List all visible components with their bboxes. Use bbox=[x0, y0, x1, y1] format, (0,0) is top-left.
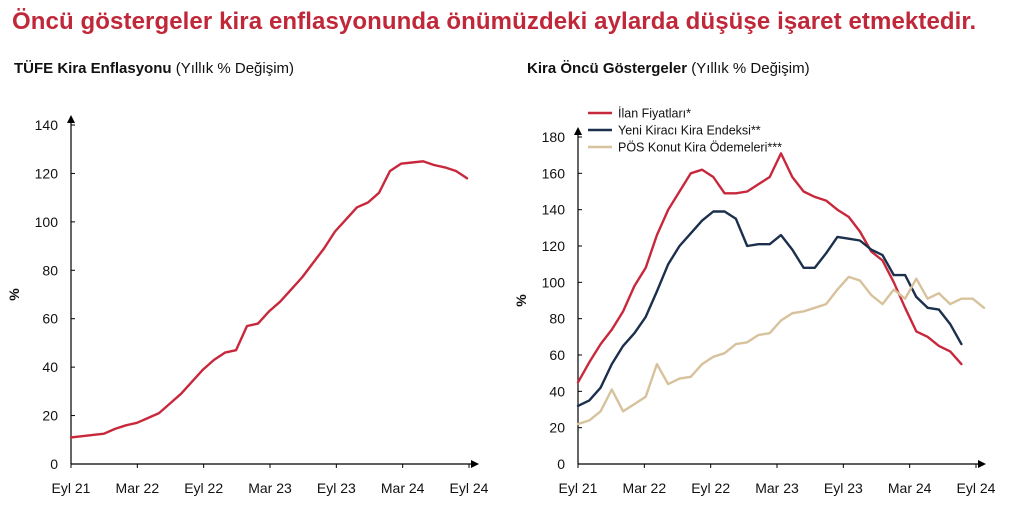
chart2-y-tick-label: 120 bbox=[542, 238, 566, 254]
chart1-x-tick-label: Mar 22 bbox=[116, 480, 160, 496]
chart1-title: TÜFE Kira Enflasyonu (Yıllık % Değişim) bbox=[14, 60, 294, 77]
chart1-x-tick-label: Eyl 24 bbox=[450, 480, 489, 496]
chart2-x-tick-label: Eyl 21 bbox=[559, 480, 598, 496]
chart2-x-tick-label: Eyl 24 bbox=[957, 480, 996, 496]
chart2-y-tick-label: 180 bbox=[542, 129, 566, 145]
chart1-x-tick-label: Eyl 21 bbox=[52, 480, 91, 496]
chart1-title-bold: TÜFE Kira Enflasyonu bbox=[14, 60, 172, 77]
chart1-x-tick-label: Eyl 22 bbox=[184, 480, 223, 496]
chart1-y-tick-label: 140 bbox=[35, 117, 59, 133]
chart1-y-tick-label: 20 bbox=[42, 408, 58, 424]
chart2-x-axis-arrow bbox=[978, 460, 986, 468]
chart2-legend-label: PÖS Konut Kira Ödemeleri*** bbox=[618, 141, 782, 155]
page-headline: Öncü göstergeler kira enflasyonunda önüm… bbox=[12, 8, 977, 35]
chart2-legend-label: İlan Fiyatları* bbox=[618, 107, 691, 121]
chart2-y-tick-label: 80 bbox=[549, 311, 565, 327]
chart2-x-tick-label: Mar 23 bbox=[755, 480, 799, 496]
chart2-title: Kira Öncü Göstergeler (Yıllık % Değişim) bbox=[527, 60, 810, 77]
chart1-x-axis-arrow bbox=[471, 460, 479, 468]
chart2-y-tick-label: 100 bbox=[542, 274, 566, 290]
chart2-series-line-1 bbox=[576, 210, 963, 408]
chart2-series-line-2 bbox=[576, 275, 986, 426]
chart2-y-axis-label: % bbox=[513, 294, 529, 307]
chart1-y-tick-label: 80 bbox=[42, 262, 58, 278]
chart2-x-tick-label: Eyl 23 bbox=[824, 480, 863, 496]
chart1-y-tick-label: 0 bbox=[50, 456, 58, 472]
chart1-y-tick-label: 40 bbox=[42, 359, 58, 375]
chart1-series-line-0 bbox=[69, 160, 469, 439]
chart2-y-tick-label: 0 bbox=[557, 456, 565, 472]
chart1-y-axis-arrow bbox=[67, 115, 75, 123]
chart2-y-tick-label: 160 bbox=[542, 165, 566, 181]
chart2-title-bold: Kira Öncü Göstergeler bbox=[527, 60, 688, 77]
chart2-title-rest: (Yıllık % Değişim) bbox=[687, 60, 810, 77]
chart2-y-tick-label: 20 bbox=[549, 420, 565, 436]
chart2-x-tick-label: Mar 24 bbox=[888, 480, 932, 496]
chart2-x-tick-label: Eyl 22 bbox=[691, 480, 730, 496]
chart2-y-axis-arrow bbox=[574, 127, 582, 135]
chart1-title-rest: (Yıllık % Değişim) bbox=[171, 60, 295, 77]
chart2-x-tick-label: Mar 22 bbox=[623, 480, 667, 496]
chart2-y-tick-label: 60 bbox=[549, 347, 565, 363]
chart2-y-tick-label: 140 bbox=[542, 202, 566, 218]
chart1-y-tick-label: 60 bbox=[42, 311, 58, 327]
chart2-legend-label: Yeni Kiracı Kira Endeksi** bbox=[618, 124, 761, 138]
chart1-x-tick-label: Mar 23 bbox=[248, 480, 292, 496]
chart2-series-line-0 bbox=[576, 152, 963, 384]
chart1-y-tick-label: 100 bbox=[35, 214, 59, 230]
chart2-y-tick-label: 40 bbox=[549, 383, 565, 399]
chart1-y-tick-label: 120 bbox=[35, 165, 59, 181]
chart1-x-tick-label: Mar 24 bbox=[381, 480, 425, 496]
chart1-x-tick-label: Eyl 23 bbox=[317, 480, 356, 496]
chart1-y-axis-label: % bbox=[6, 288, 22, 301]
